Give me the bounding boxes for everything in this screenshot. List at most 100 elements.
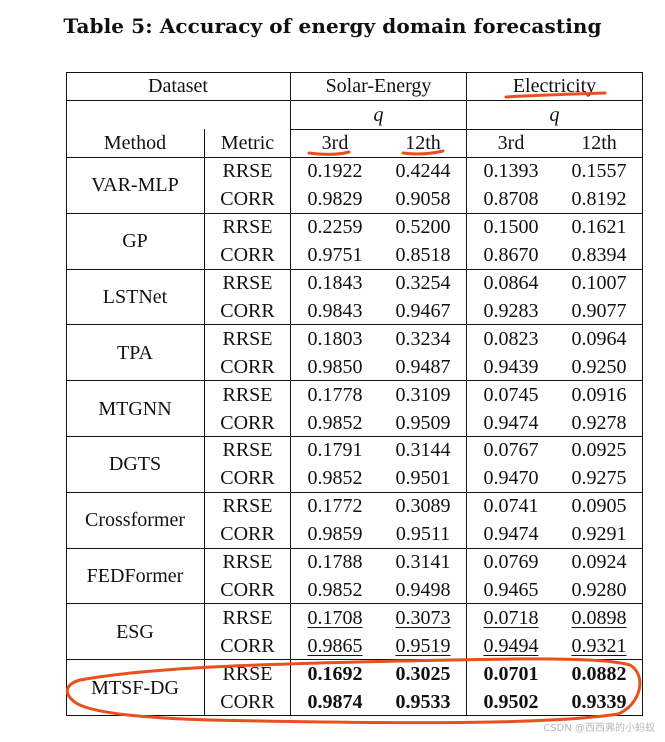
watermark: CSDN @西西弗的小蚂蚁 [543,723,655,734]
left-border [66,72,67,715]
corr-value: 0.9275 [571,467,627,490]
header-dataset: Dataset [148,74,208,97]
rrse-value: 0.0745 [483,383,539,406]
method-name: GP [122,230,148,253]
corr-value: 0.9077 [571,299,627,322]
metric-rrse: RRSE [222,327,273,350]
rrse-value: 0.0916 [571,383,627,406]
solar-electricity-divider [466,72,467,715]
metric-rrse: RRSE [222,606,273,629]
rrse-value: 0.3089 [395,495,451,518]
metric-rrse: RRSE [222,495,273,518]
corr-value: 0.9843 [307,299,363,322]
corr-value: 0.9474 [483,411,539,434]
metric-corr: CORR [220,244,275,267]
corr-value: 0.9511 [395,523,451,546]
method-name: LSTNet [102,285,168,308]
rrse-value: 0.0769 [483,551,539,574]
dataset-divider [290,72,291,715]
row-group-rule [66,436,643,437]
rrse-value: 0.1393 [483,160,539,183]
method-name: ESG [116,620,154,643]
rrse-value: 0.1843 [307,272,363,295]
corr-value: 0.9487 [395,355,451,378]
method-name: TPA [117,341,153,364]
rrse-value: 0.3025 [395,662,451,685]
metric-corr: CORR [220,634,275,657]
q-rule [291,129,643,130]
rrse-value: 0.3234 [395,327,451,350]
corr-value: 0.9278 [571,411,627,434]
corr-value: 0.8518 [395,244,451,267]
rrse-value: 0.0767 [483,439,539,462]
rrse-value: 0.0701 [483,662,539,685]
header-q-solar: q [373,103,384,126]
metric-corr: CORR [220,467,275,490]
rrse-value: 0.1708 [307,606,363,629]
rrse-value: 0.3254 [395,272,451,295]
rrse-value: 0.0882 [571,662,627,685]
corr-value: 0.9509 [395,411,451,434]
rrse-value: 0.1803 [307,327,363,350]
row-group-rule [66,715,643,716]
corr-value: 0.9498 [395,578,451,601]
metric-rrse: RRSE [222,383,273,406]
rrse-value: 0.1621 [571,216,627,239]
corr-value: 0.8670 [483,244,539,267]
metric-rrse: RRSE [222,439,273,462]
header-electricity: Electricity [512,74,597,97]
top-rule [66,72,643,73]
corr-value: 0.9501 [395,467,451,490]
rrse-value: 0.1778 [307,383,363,406]
metric-rrse: RRSE [222,272,273,295]
corr-value: 0.9519 [395,634,451,657]
row-group-rule [66,603,643,604]
rrse-value: 0.1557 [571,160,627,183]
rrse-value: 0.1500 [483,216,539,239]
corr-value: 0.9859 [307,523,363,546]
row-group-rule [66,659,643,660]
corr-value: 0.8192 [571,188,627,211]
corr-value: 0.9850 [307,355,363,378]
corr-value: 0.8394 [571,244,627,267]
rrse-value: 0.3144 [395,439,451,462]
metric-rrse: RRSE [222,160,273,183]
rrse-value: 0.0823 [483,327,539,350]
method-name: MTGNN [98,397,172,420]
row-group-rule [66,492,643,493]
corr-value: 0.9751 [307,244,363,267]
rrse-value: 0.3073 [395,606,451,629]
corr-value: 0.8708 [483,188,539,211]
corr-value: 0.9283 [483,299,539,322]
corr-value: 0.9250 [571,355,627,378]
corr-value: 0.9291 [571,523,627,546]
metric-corr: CORR [220,523,275,546]
corr-value: 0.9058 [395,188,451,211]
rrse-value: 0.2259 [307,216,363,239]
right-border [642,72,643,715]
corr-value: 0.9467 [395,299,451,322]
method-name: MTSF-DG [91,676,179,699]
corr-value: 0.9852 [307,411,363,434]
rrse-value: 0.1772 [307,495,363,518]
metric-rrse: RRSE [222,216,273,239]
corr-value: 0.9852 [307,578,363,601]
rrse-value: 0.3109 [395,383,451,406]
method-metric-divider [204,129,205,715]
corr-value: 0.9865 [307,634,363,657]
header-q-electricity: q [549,103,560,126]
metric-corr: CORR [220,578,275,601]
rrse-value: 0.5200 [395,216,451,239]
corr-value: 0.9494 [483,634,539,657]
metric-corr: CORR [220,188,275,211]
corr-value: 0.9470 [483,467,539,490]
corr-value: 0.9339 [571,690,627,713]
metric-corr: CORR [220,411,275,434]
corr-value: 0.9533 [395,690,451,713]
rrse-value: 0.0964 [571,327,627,350]
header-method: Method [103,131,167,154]
rrse-value: 0.0864 [483,272,539,295]
corr-value: 0.9852 [307,467,363,490]
rrse-value: 0.0718 [483,606,539,629]
